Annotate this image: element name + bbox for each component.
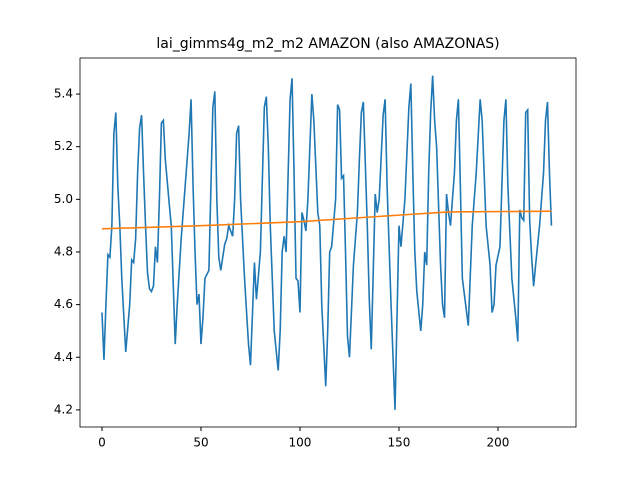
chart-title: lai_gimms4g_m2_m2 AMAZON (also AMAZONAS) xyxy=(156,36,499,52)
y-tick-label: 5.4 xyxy=(54,87,73,101)
y-tick-label: 4.8 xyxy=(54,244,73,258)
y-tick-label: 5.2 xyxy=(54,139,73,153)
y-tick-label: 4.4 xyxy=(54,350,73,364)
data-line xyxy=(101,210,552,230)
plot-frame xyxy=(79,57,577,428)
x-tick-label: 150 xyxy=(388,436,411,450)
y-tick-label: 5.0 xyxy=(54,192,73,206)
x-tick-label: 0 xyxy=(98,436,106,450)
x-tick-label: 200 xyxy=(487,436,510,450)
x-tick-label: 100 xyxy=(289,436,312,450)
y-tick-label: 4.6 xyxy=(54,297,73,311)
data-line xyxy=(101,75,553,410)
x-tick-label: 50 xyxy=(193,436,208,450)
y-tick-label: 4.2 xyxy=(54,402,73,416)
